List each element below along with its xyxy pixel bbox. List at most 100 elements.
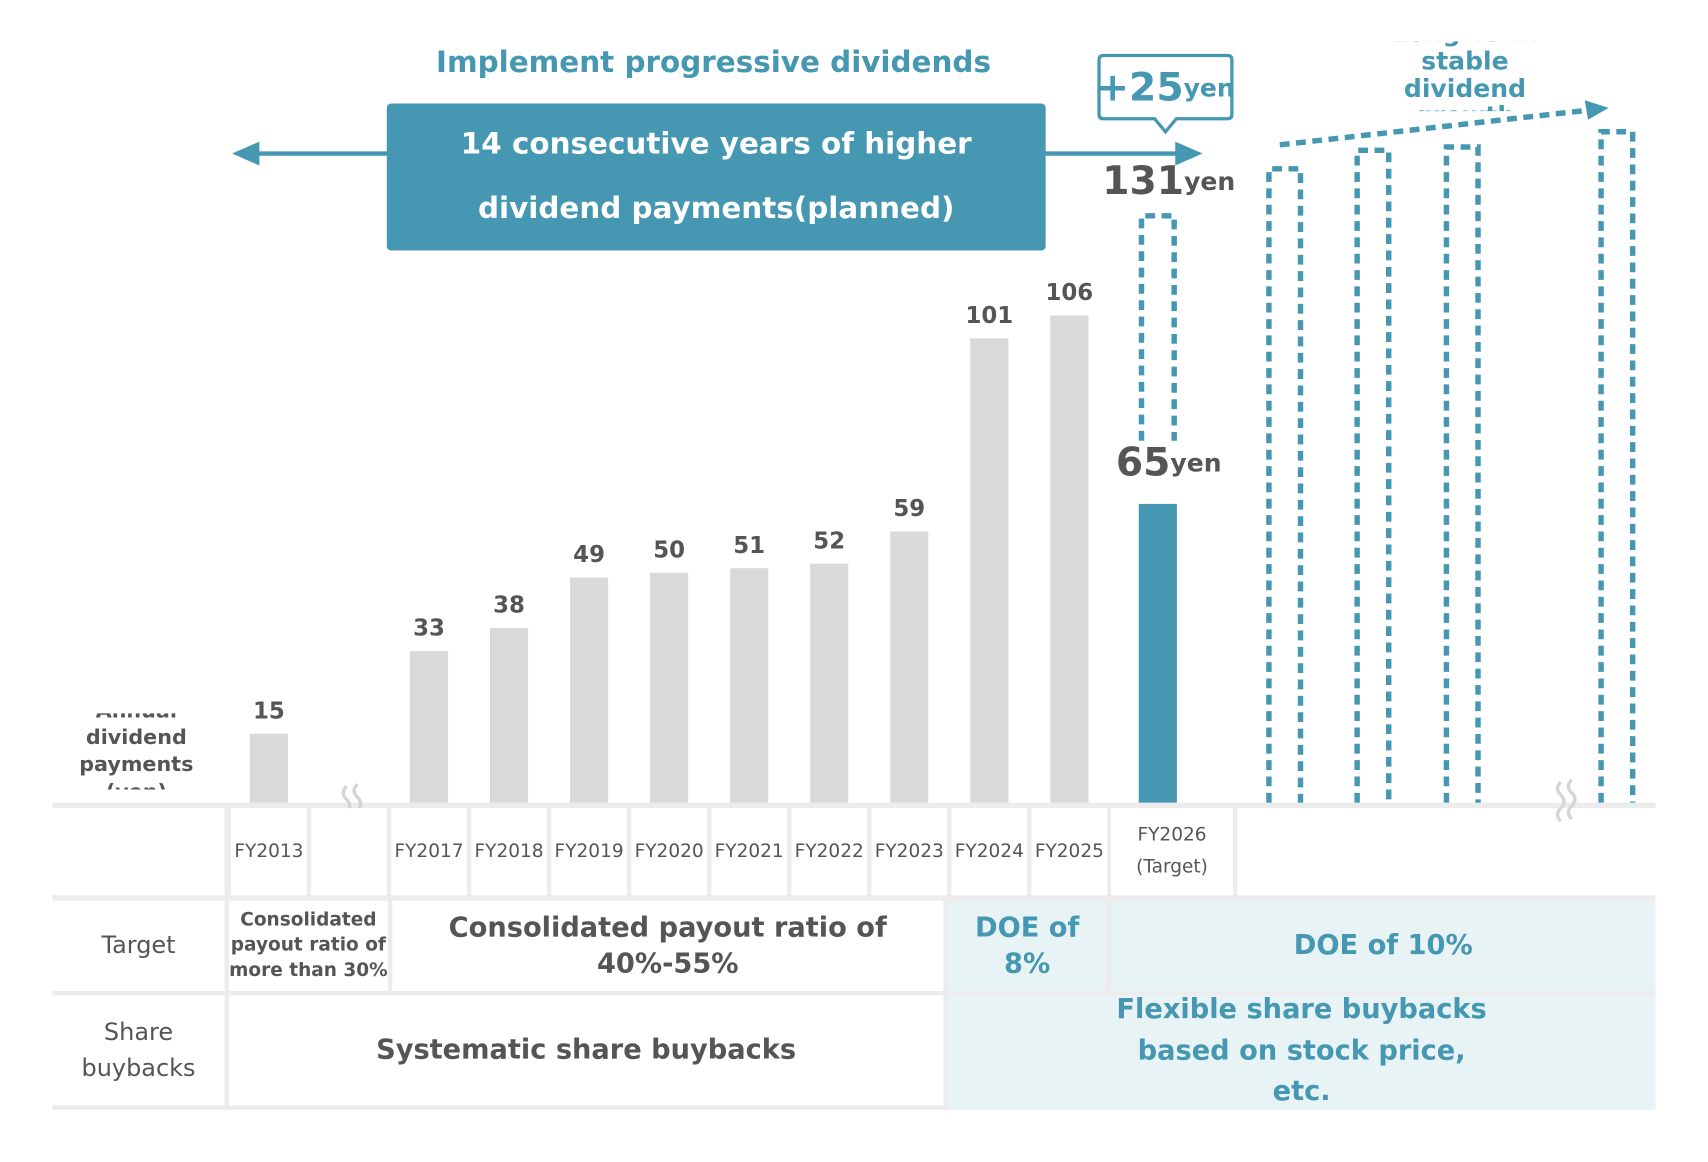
x-tick-label: FY2013	[234, 840, 304, 863]
x-tick-label: FY2019	[554, 840, 624, 863]
x-tick-label: FY2022	[794, 840, 864, 863]
increase-unit: yen	[1184, 73, 1235, 102]
banner	[386, 103, 1046, 251]
row-header: Share buybacks	[81, 1018, 196, 1082]
arrow-head	[232, 141, 260, 166]
x-tick-label-box: FY2023	[875, 840, 944, 862]
x-tick-label-box: FY2022	[794, 840, 864, 863]
x-tick-label-box: FY2021	[714, 840, 784, 863]
bar	[730, 568, 769, 803]
table-cell	[631, 808, 707, 896]
table-cell-text-box: DOE of 8%	[974, 911, 1080, 979]
table-cell-text: Consolidated payout ratio of 40%-55%	[448, 911, 887, 979]
table-cell	[951, 808, 1028, 896]
banner-text-box: 14 consecutive years of higher dividend …	[460, 126, 972, 226]
table-cell-text-box: Consolidated payout ratio of more than 3…	[229, 909, 388, 982]
table-cell	[791, 808, 868, 896]
table-cell-text: Systematic share buybacks	[376, 1033, 797, 1066]
x-tick-label-box: FY2020	[634, 840, 704, 863]
arrow-head	[1175, 141, 1203, 166]
table-cell	[392, 900, 944, 992]
value-label: 49	[573, 542, 605, 568]
row-header: Target	[101, 932, 176, 960]
table-cell	[52, 808, 225, 896]
table-cell	[947, 900, 1107, 992]
callout	[1097, 53, 1234, 135]
trend-arrow-head	[1584, 100, 1609, 120]
table-cell-text-box: Flexible share buybacks based on stock p…	[1116, 995, 1487, 1106]
break-mark	[341, 778, 1577, 827]
x-tick-label: FY2020	[634, 840, 704, 863]
table-cell	[52, 995, 225, 1106]
bar	[489, 627, 529, 803]
value-label: 33	[413, 616, 445, 642]
x-tick-label-box: FY2017	[394, 840, 463, 862]
value-label: 50	[653, 538, 685, 564]
value-label: 15	[253, 698, 285, 724]
table-cell-text: Flexible share buybacks based on stock p…	[1116, 995, 1487, 1106]
bar	[1138, 503, 1177, 803]
long-term-label-box: Long-term stable dividend growth	[1392, 41, 1539, 111]
increase-label: +25yen	[1096, 65, 1235, 110]
x-tick-label-box: FY2018	[475, 840, 544, 862]
table-cell	[231, 808, 307, 896]
table-cell-text: Consolidated payout ratio of more than 3…	[229, 909, 388, 982]
title-box: Implement progressive dividends	[436, 46, 991, 80]
long-term-label: Long-term stable dividend growth	[1392, 41, 1539, 111]
target-total-bar	[1138, 213, 1177, 441]
table-cell-text-box: DOE of 10%	[1293, 929, 1473, 961]
value-label: 59	[893, 496, 925, 522]
table-cell	[1031, 808, 1108, 896]
target-total-label: 131yen	[1102, 159, 1235, 204]
table-cell-text: DOE of 8%	[974, 911, 1080, 979]
y-axis-label: Annual dividend payments (yen)	[79, 713, 194, 789]
x-tick-label: FY2024	[954, 840, 1024, 863]
table-cell	[52, 900, 225, 992]
table-cell	[1111, 900, 1656, 992]
bar	[970, 338, 1009, 803]
table-cell	[1111, 808, 1233, 896]
value-unit: yen	[1184, 167, 1235, 196]
value-unit: yen	[1170, 449, 1221, 478]
row-header-box: Share buybacks	[81, 1018, 196, 1082]
bar	[249, 733, 288, 803]
table-cell	[228, 900, 388, 992]
y-axis-label-box: Annual dividend payments (yen)	[79, 713, 194, 789]
value-number: 65	[1116, 440, 1171, 485]
value-label: 38	[493, 593, 525, 619]
bar	[409, 650, 449, 803]
x-tick-label-box: FY2013	[234, 840, 304, 863]
increase-number: +25	[1096, 65, 1183, 110]
value-label: 52	[813, 528, 845, 554]
table-cell	[228, 995, 944, 1106]
table-cell-text: DOE of 10%	[1293, 929, 1473, 961]
table-cell-text-box: Consolidated payout ratio of 40%-55%	[448, 911, 887, 979]
value-label: 101	[965, 303, 1013, 329]
banner-text: 14 consecutive years of higher dividend …	[460, 126, 972, 226]
bar	[1050, 315, 1089, 803]
x-tick-label-box: FY2019	[554, 840, 624, 863]
table-cell	[1237, 808, 1656, 896]
title: Implement progressive dividends	[436, 46, 991, 80]
value-label: 106	[1045, 280, 1093, 306]
table-cell-text-box: Systematic share buybacks	[376, 1033, 797, 1066]
value-label: 51	[733, 533, 765, 559]
value-label: 65yen	[1116, 440, 1222, 485]
row-header-box: Target	[101, 932, 176, 960]
x-tick-label-box: FY2024	[954, 840, 1024, 863]
table-cell	[311, 808, 387, 896]
table-cell	[391, 808, 467, 896]
bar	[810, 563, 849, 803]
future-bars	[1266, 107, 1636, 803]
table-cell	[551, 808, 627, 896]
x-tick-label: FY2026 (Target)	[1136, 824, 1208, 878]
value-number: 131	[1102, 159, 1184, 204]
x-tick-label: FY2025	[1034, 840, 1104, 863]
table-cell	[871, 808, 948, 896]
x-tick-label: FY2021	[714, 840, 784, 863]
bar	[650, 572, 689, 803]
table-cell	[711, 808, 788, 896]
x-tick-label-box: FY2026 (Target)	[1136, 824, 1208, 878]
bar	[570, 577, 609, 803]
